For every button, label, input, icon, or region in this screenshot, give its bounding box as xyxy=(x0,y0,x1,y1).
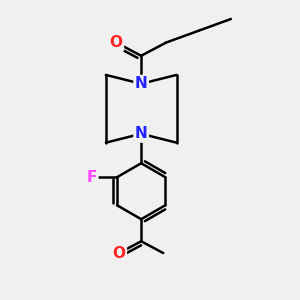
Text: O: O xyxy=(110,35,123,50)
Text: N: N xyxy=(135,76,148,91)
Text: F: F xyxy=(87,170,97,185)
Text: O: O xyxy=(112,246,126,261)
Text: N: N xyxy=(135,126,148,141)
